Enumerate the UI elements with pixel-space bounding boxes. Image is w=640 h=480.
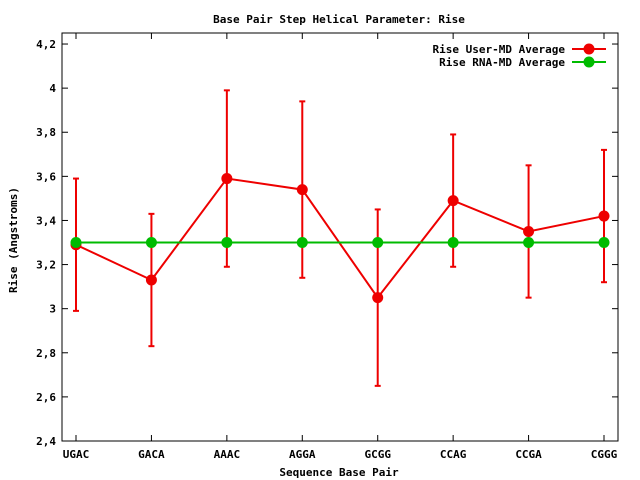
data-point (447, 237, 459, 249)
legend-label: Rise RNA-MD Average (439, 56, 565, 69)
data-point (70, 237, 82, 249)
x-axis-label: Sequence Base Pair (279, 466, 399, 479)
plot-frame (61, 32, 619, 442)
data-point (523, 225, 535, 237)
legend-marker (583, 56, 595, 68)
data-point (523, 237, 535, 249)
data-point (296, 237, 308, 249)
data-point (145, 274, 157, 286)
x-tick-label: UGAC (63, 448, 90, 461)
x-tick-label: AAAC (214, 448, 241, 461)
y-tick-label: 3 (49, 303, 56, 316)
y-tick-label: 3,2 (36, 259, 56, 272)
y-tick-label: 3,4 (36, 214, 56, 227)
y-axis-ticks: 2,4 2,6 2,8 3 3,2 3,4 3,6 3,8 4 4,2 (36, 38, 618, 448)
x-tick-label: AGGA (289, 448, 316, 461)
data-point (221, 173, 233, 185)
series-layer (70, 89, 610, 387)
data-point (598, 237, 610, 249)
y-tick-label: 3,8 (36, 126, 56, 139)
data-point (372, 237, 384, 249)
data-point (447, 195, 459, 207)
y-tick-label: 2,8 (36, 347, 56, 360)
data-point (296, 184, 308, 196)
series-2 (70, 237, 610, 249)
y-tick-label: 2,6 (36, 391, 56, 404)
legend-marker (583, 43, 595, 55)
y-tick-label: 4 (49, 82, 56, 95)
data-point (145, 237, 157, 249)
y-tick-label: 2,4 (36, 435, 56, 448)
data-point (372, 292, 384, 304)
data-point (221, 237, 233, 249)
plot-axes (61, 32, 619, 442)
x-axis-ticks: UGAC GACA AAAC AGGA GCGG CCAG CCGA CGGG (63, 33, 618, 461)
x-tick-label: CCAG (440, 448, 467, 461)
y-tick-label: 4,2 (36, 38, 56, 51)
x-tick-label: CCGA (515, 448, 542, 461)
y-axis-label: Rise (Angstroms) (7, 187, 20, 293)
data-point (598, 210, 610, 222)
legend-label: Rise User-MD Average (433, 43, 566, 56)
x-tick-label: GCGG (364, 448, 391, 461)
y-tick-label: 3,6 (36, 170, 56, 183)
x-tick-label: GACA (138, 448, 165, 461)
chart-title: Base Pair Step Helical Parameter: Rise (213, 13, 465, 26)
x-tick-label: CGGG (591, 448, 618, 461)
series-line (75, 177, 605, 300)
